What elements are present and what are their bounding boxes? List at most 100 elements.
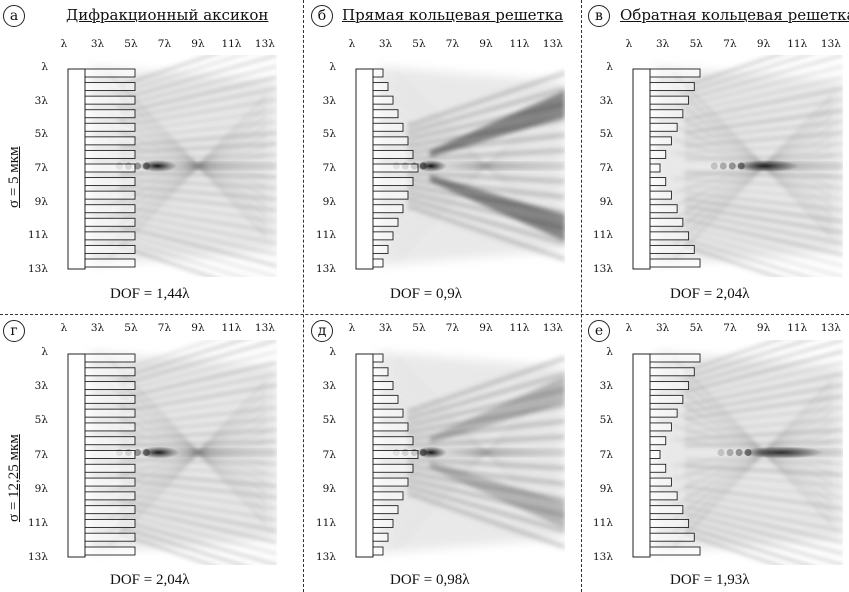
top-tick-label: 11λ (787, 38, 807, 50)
left-tick-label: λ (22, 61, 48, 73)
row-label-top: σ = 5 мкм (6, 146, 23, 208)
top-tick-label: 7λ (158, 322, 171, 334)
grating-ring (85, 245, 135, 253)
left-tick-label: 13λ (22, 263, 48, 275)
panel-letter: в (588, 5, 610, 27)
left-tick-label: 5λ (587, 128, 613, 140)
left-tick-label: 13λ (587, 551, 613, 563)
top-tick-label: 5λ (124, 38, 137, 50)
top-tick-label: 9λ (479, 38, 492, 50)
top-tick-label: 13λ (543, 322, 563, 334)
fringe-bead (727, 449, 734, 456)
grating-ring (650, 437, 666, 445)
grating-ring (373, 382, 393, 390)
top-tick-label: λ (61, 38, 68, 50)
grating-ring (373, 164, 418, 172)
top-tick-label: λ (626, 322, 633, 334)
fringe-bead (720, 163, 727, 170)
left-tick-label: 9λ (22, 196, 48, 208)
left-tick-label: 7λ (310, 162, 336, 174)
beam (147, 162, 278, 170)
grating-ring (85, 354, 135, 362)
grating-ring (650, 191, 671, 199)
grating-ring (373, 533, 388, 541)
grating-ring (85, 519, 135, 527)
grating-ring (650, 382, 689, 390)
grating-ring (650, 409, 677, 417)
panel-letter: е (588, 320, 610, 342)
grating-ring (650, 368, 694, 376)
top-tick-label: 11λ (787, 322, 807, 334)
panel-letter: д (311, 320, 333, 342)
grating-ring (85, 464, 135, 472)
top-tick-label: 11λ (221, 322, 241, 334)
grating-ring (85, 437, 135, 445)
top-tick-label: 11λ (509, 322, 529, 334)
grating-ring (85, 232, 135, 240)
top-tick-label: 13λ (255, 322, 275, 334)
top-tick-label: 3λ (656, 322, 669, 334)
top-tick-label: 7λ (446, 38, 459, 50)
grating-ring (650, 423, 671, 431)
grating-ring (650, 259, 700, 267)
grating-ring (85, 123, 135, 131)
grating-ring (650, 519, 689, 527)
grating-ring (373, 96, 393, 104)
left-tick-label: 13λ (22, 551, 48, 563)
grating-ring (650, 96, 689, 104)
beam (423, 449, 565, 457)
grating-ring (85, 96, 135, 104)
grating-ring (373, 395, 398, 403)
grating-ring (373, 492, 403, 500)
top-tick-label: 7λ (723, 38, 736, 50)
fringe-bead (711, 163, 718, 170)
left-tick-label: 11λ (22, 229, 48, 241)
grating-ring (650, 69, 700, 77)
grating-ring (85, 423, 135, 431)
top-tick-label: 9λ (191, 322, 204, 334)
dof-label: DOF = 0,9λ (390, 286, 462, 303)
panel-letter: г (3, 320, 25, 342)
left-tick-label: 3λ (587, 95, 613, 107)
left-tick-label: 3λ (310, 95, 336, 107)
beam (748, 449, 843, 457)
left-tick-label: 3λ (22, 380, 48, 392)
top-tick-label: 11λ (509, 38, 529, 50)
substrate (356, 354, 373, 557)
substrate (68, 69, 85, 269)
top-tick-label: 7λ (446, 322, 459, 334)
left-tick-label: 11λ (587, 229, 613, 241)
left-tick-label: 5λ (587, 414, 613, 426)
top-tick-label: 13λ (821, 322, 841, 334)
grating-ring (85, 191, 135, 199)
panel-title: Прямая кольцевая решетка (342, 6, 563, 24)
grating-ring (373, 205, 403, 213)
top-tick-label: 9λ (757, 38, 770, 50)
left-tick-label: 5λ (22, 414, 48, 426)
left-tick-label: 13λ (310, 263, 336, 275)
dof-label: DOF = 1,93λ (670, 572, 750, 589)
beam (423, 162, 565, 170)
grating-ring (85, 547, 135, 555)
grating-ring (650, 547, 700, 555)
grating-ring (85, 178, 135, 186)
grating-ring (373, 519, 393, 527)
left-tick-label: 5λ (22, 128, 48, 140)
grating-ring (650, 506, 683, 514)
grating-ring (373, 409, 403, 417)
grating-ring (85, 451, 135, 459)
left-tick-label: λ (310, 61, 336, 73)
left-tick-label: 7λ (587, 449, 613, 461)
fringe-bead (729, 163, 736, 170)
grating-ring (650, 110, 683, 118)
left-tick-label: 13λ (587, 263, 613, 275)
grating-ring (85, 164, 135, 172)
top-tick-label: 3λ (379, 38, 392, 50)
grating-ring (373, 451, 418, 459)
grating-ring (373, 178, 413, 186)
grating-ring (373, 506, 398, 514)
dof-label: DOF = 2,04λ (670, 286, 750, 303)
top-tick-label: 5λ (690, 322, 703, 334)
left-tick-label: 7λ (22, 162, 48, 174)
intensity-plot (52, 340, 277, 565)
